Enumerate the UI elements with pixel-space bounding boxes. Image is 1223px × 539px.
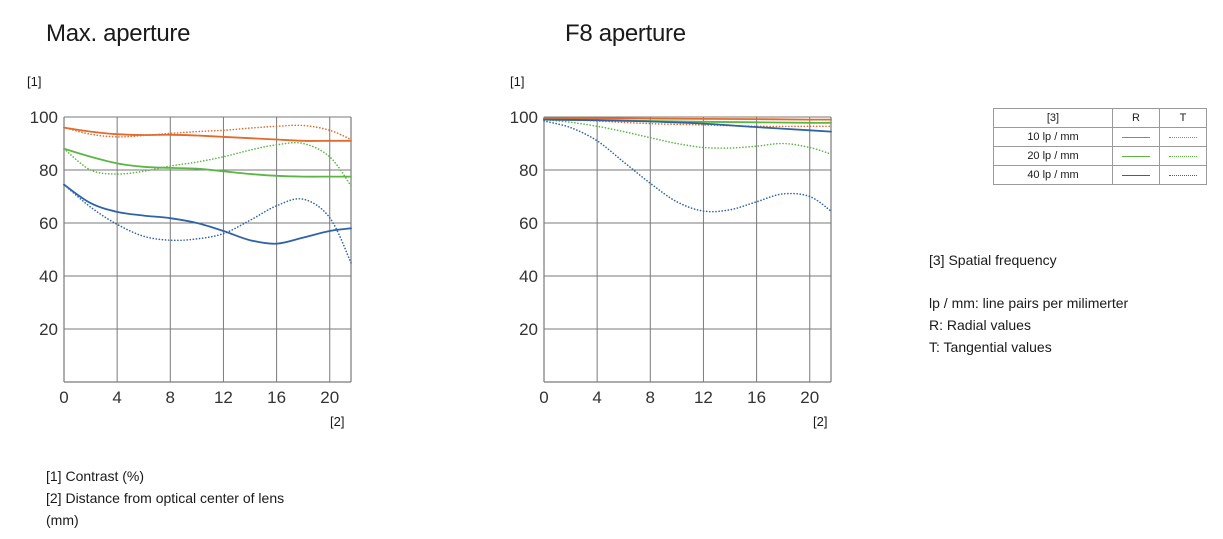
legend-swatch-40-r [1112,165,1160,185]
f8-chart-x-tag: [2] [813,414,828,429]
max-chart-y-tag: [1] [27,74,42,89]
f8-xtick-4: 4 [592,388,601,407]
note-lp-mm: lp / mm: line pairs per milimerter [929,295,1129,311]
f8-series-10-r [543,117,832,121]
note-tangential: T: Tangential values [929,339,1052,355]
swatch-20-t [1169,155,1197,157]
f8-xtick-0: 0 [539,388,548,407]
f8-chart-y-tag: [1] [510,74,525,89]
note-distance-unit: (mm) [46,512,79,528]
max-series-20-r [63,147,352,178]
max-series-40-r [63,183,352,245]
legend-header-freq: [3] [993,108,1113,128]
f8-xtick-20: 20 [800,388,819,407]
swatch-20-r [1122,155,1150,157]
max-ytick-40: 40 [39,267,58,286]
max-xtick-4: 4 [112,388,121,407]
legend-header-row: [3] R T [993,108,1207,128]
f8-series-40-r [543,118,832,133]
max-xtick-8: 8 [166,388,175,407]
max-ytick-100: 100 [30,108,58,127]
legend-swatch-40-t [1159,165,1207,185]
max-aperture-title: Max. aperture [46,20,191,47]
f8-aperture-title: F8 aperture [565,20,686,47]
max-xtick-20: 20 [320,388,339,407]
swatch-40-t [1169,174,1197,176]
max-ytick-80: 80 [39,161,58,180]
swatch-40-r [1122,174,1150,176]
spatial-frequency-legend: [3] R T 10 lp / mm 20 lp / mm 40 lp / mm [993,108,1207,185]
f8-xtick-16: 16 [747,388,766,407]
note-spatial-frequency: [3] Spatial frequency [929,252,1057,268]
note-distance: [2] Distance from optical center of lens [46,490,285,506]
f8-ytick-40: 40 [519,267,538,286]
legend-label-20: 20 lp / mm [993,146,1113,166]
legend-row-40: 40 lp / mm [993,165,1207,185]
max-series-10-t [63,124,352,141]
max-grid [64,116,351,382]
legend-swatch-20-r [1112,146,1160,166]
legend-row-10: 10 lp / mm [993,127,1207,147]
max-chart-x-tag: [2] [330,414,345,429]
max-xtick-0: 0 [59,388,68,407]
max-series-40-t [63,183,352,264]
legend-row-20: 20 lp / mm [993,146,1207,166]
f8-series-40-t [543,120,832,213]
legend-label-10: 10 lp / mm [993,127,1113,147]
swatch-10-t [1169,136,1197,138]
legend-label-40: 40 lp / mm [993,165,1113,185]
max-ytick-20: 20 [39,320,58,339]
max-series-10-r [63,126,352,142]
note-radial: R: Radial values [929,317,1031,333]
max-xtick-16: 16 [267,388,286,407]
legend-swatch-20-t [1159,146,1207,166]
legend-header-t: T [1159,108,1207,128]
f8-aperture-mtf-chart: 20 40 60 80 100 0 4 8 12 16 20 [510,108,832,407]
f8-ytick-60: 60 [519,214,538,233]
f8-ytick-100: 100 [510,108,538,127]
f8-series-20-t [543,118,832,155]
f8-xtick-12: 12 [694,388,713,407]
f8-ytick-20: 20 [519,320,538,339]
max-ytick-60: 60 [39,214,58,233]
f8-ytick-80: 80 [519,161,538,180]
legend-header-r: R [1112,108,1160,128]
legend-swatch-10-r [1112,127,1160,147]
legend-swatch-10-t [1159,127,1207,147]
note-contrast: [1] Contrast (%) [46,468,145,484]
swatch-10-r [1122,136,1150,138]
f8-grid [544,116,831,382]
max-xtick-12: 12 [214,388,233,407]
max-aperture-mtf-chart: 20 40 60 80 100 0 4 8 12 16 20 [30,108,352,407]
max-series-20-t [63,141,352,187]
f8-xtick-8: 8 [646,388,655,407]
